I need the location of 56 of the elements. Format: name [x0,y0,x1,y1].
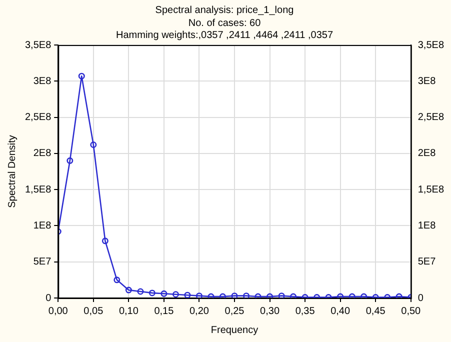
y-tick-label: 5E7 [33,256,52,268]
y-axis-title: Spectral Density [6,135,18,208]
x-tick-label: 0,40 [330,306,350,317]
y-tick-label: 3E8 [33,76,52,87]
point [243,292,250,298]
point [290,293,297,298]
point [196,292,202,298]
x-tick-label: 0,30 [260,306,280,317]
y-tick-label: 2,5E8 [24,112,52,124]
y-tick-label: 0 [46,292,52,304]
x-tick-label: 0,10 [118,306,139,317]
x-tick-label: 0,20 [189,306,210,317]
y2-tick-label: 2,5E8 [418,112,444,124]
x-tick-label: 0,15 [154,306,174,317]
y2-tick-label: 1,5E8 [418,184,444,196]
y2-tick-label: 3E8 [418,76,436,87]
x-tick-label: 0,50 [401,306,422,317]
x-tick-label: 0,05 [84,306,104,317]
point [78,72,85,80]
point [254,293,262,298]
y-tick-label: 1E8 [33,220,52,232]
y2-tick-label: 5E7 [418,256,436,268]
x-tick-label: 0,00 [48,306,68,317]
point [278,292,285,298]
point [396,293,402,298]
point [231,292,238,298]
point [266,293,274,298]
text: Hamming weights:,0357 ,2411 ,4464 ,2411 ,0357 [116,30,334,41]
point [90,142,97,148]
point [348,293,356,298]
point [137,288,144,295]
point [160,290,168,297]
point [114,276,120,284]
x-tick-label: 0,45 [366,306,386,317]
point [360,293,368,298]
point [219,293,226,298]
chart-subtitle: No. of cases: 60 [188,18,262,29]
point [148,290,156,296]
y2-tick-label: 0 [418,292,424,304]
y-tick-label: 3,5E8 [24,40,52,51]
point [172,291,179,298]
point [337,293,344,298]
chart-title: Spectral analysis: price_1_long [155,4,294,16]
y-tick-label: 1,5E8 [24,184,52,196]
y2-tick-label: 3,5E8 [418,40,444,51]
y2-tick-label: 1E8 [418,220,436,232]
point [66,157,74,164]
x-tick-label: 0,35 [295,306,316,317]
point [102,238,108,244]
y2-tick-label: 2E8 [418,148,436,160]
point [184,292,191,298]
x-tick-label: 0,25 [224,306,245,317]
x-axis-title: Frequency [210,324,258,336]
point [125,286,132,294]
point [208,293,214,298]
y-tick-label: 2E8 [33,148,52,160]
